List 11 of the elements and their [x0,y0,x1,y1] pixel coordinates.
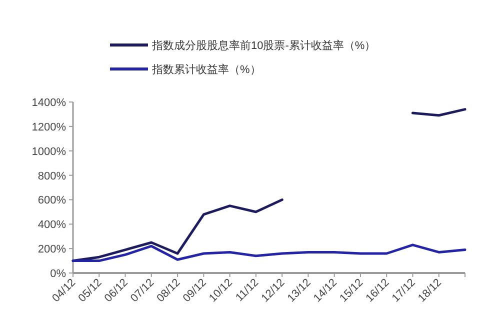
y-tick-label: 600% [38,194,66,207]
y-tick-label: 1000% [32,146,66,158]
legend-label: 指数成分股股息率前10股票-累计收益率（%） [151,39,376,52]
y-tick-label: 1200% [32,121,66,134]
y-tick-label: 200% [38,244,66,256]
line-series [72,244,466,262]
y-tick-label: 1400% [32,97,66,109]
legend-label: 指数累计收益率（%） [151,63,261,76]
y-tick-label: 400% [38,219,66,232]
y-tick-label: 0% [50,268,66,280]
y-tick-label: 800% [38,170,66,182]
